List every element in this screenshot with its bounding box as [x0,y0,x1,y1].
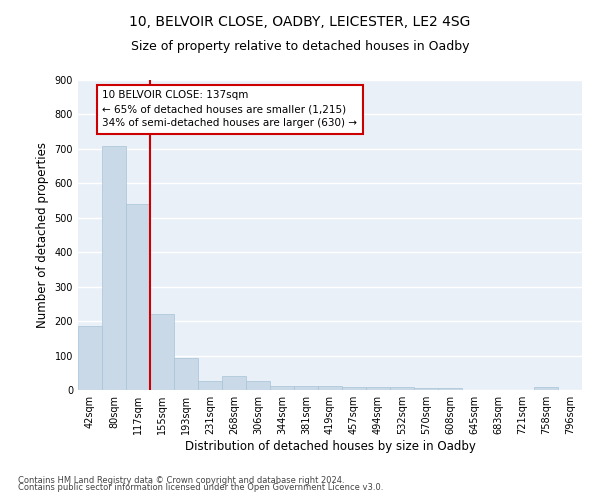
Bar [198,380,222,390]
Bar [222,376,246,390]
Text: Contains HM Land Registry data © Crown copyright and database right 2024.: Contains HM Land Registry data © Crown c… [18,476,344,485]
Bar [294,386,318,390]
Bar [150,314,174,390]
Bar [102,146,126,390]
Y-axis label: Number of detached properties: Number of detached properties [36,142,49,328]
Bar [438,388,462,390]
Bar [342,386,366,390]
Bar [318,386,342,390]
Bar [174,358,198,390]
Text: Size of property relative to detached houses in Oadby: Size of property relative to detached ho… [131,40,469,53]
Bar [414,388,438,390]
Text: Contains public sector information licensed under the Open Government Licence v3: Contains public sector information licen… [18,484,383,492]
Text: 10 BELVOIR CLOSE: 137sqm
← 65% of detached houses are smaller (1,215)
34% of sem: 10 BELVOIR CLOSE: 137sqm ← 65% of detach… [103,90,358,128]
Bar [246,382,270,390]
Bar [390,387,414,390]
Bar [270,386,294,390]
Bar [534,387,558,390]
Bar [78,326,102,390]
Bar [366,386,390,390]
Text: 10, BELVOIR CLOSE, OADBY, LEICESTER, LE2 4SG: 10, BELVOIR CLOSE, OADBY, LEICESTER, LE2… [130,15,470,29]
X-axis label: Distribution of detached houses by size in Oadby: Distribution of detached houses by size … [185,440,475,453]
Bar [126,204,150,390]
